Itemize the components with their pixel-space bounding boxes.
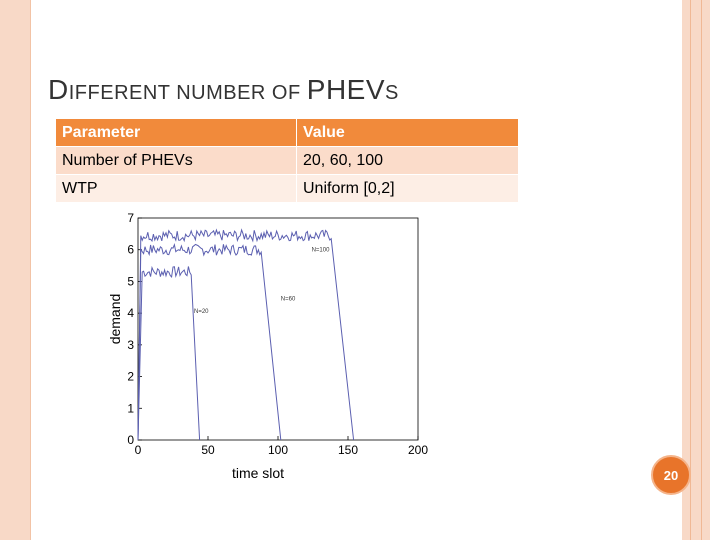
title-initial: D <box>48 74 69 105</box>
series-annotation: N=100 <box>312 247 331 253</box>
x-tick-label: 200 <box>408 443 428 457</box>
y-tick-label: 1 <box>127 401 134 415</box>
slide-number: 20 <box>663 467 679 483</box>
right-decorative-band <box>682 0 710 540</box>
title-phev: PHEV <box>306 74 386 105</box>
plot-area <box>137 217 419 441</box>
header-cell: Value <box>296 118 519 147</box>
table-cell: Number of PHEVs <box>55 146 297 175</box>
y-axis-label: demand <box>107 294 123 345</box>
y-tick-label: 2 <box>127 370 134 384</box>
y-tick-label: 7 <box>127 212 134 225</box>
left-decorative-line <box>30 0 31 540</box>
y-tick-label: 4 <box>127 306 134 320</box>
x-tick-label: 50 <box>201 443 215 457</box>
parameter-table: Parameter Value Number of PHEVs 20, 60, … <box>55 118 519 203</box>
series-annotation: N=60 <box>281 296 296 302</box>
slide-number-badge: 20 <box>651 455 691 495</box>
table-row: WTP Uniform [0,2] <box>55 174 519 203</box>
x-axis-label: time slot <box>232 465 284 481</box>
series-line <box>137 228 355 441</box>
table-header-row: Parameter Value <box>55 118 519 147</box>
series-annotation: N=20 <box>194 309 209 315</box>
x-tick-label: 150 <box>338 443 358 457</box>
title-middle: IFFERENT NUMBER OF <box>68 82 307 104</box>
x-tick-label: 0 <box>135 443 142 457</box>
x-tick-label: 100 <box>268 443 288 457</box>
y-tick-label: 5 <box>127 274 134 288</box>
y-tick-label: 3 <box>127 338 134 352</box>
demand-chart: 0 50 100 150 200 0 1 2 3 4 5 6 7 time slot demand N=20 N… <box>104 211 434 482</box>
table-row: Number of PHEVs 20, 60, 100 <box>55 146 519 175</box>
slide-title: DIFFERENT NUMBER OF PHEVS <box>48 74 399 106</box>
series-line <box>137 242 282 441</box>
y-tick-label: 6 <box>127 243 134 257</box>
right-decorative-line <box>701 0 702 540</box>
left-decorative-band <box>0 0 30 540</box>
y-tick-label: 0 <box>127 433 134 447</box>
table-cell: 20, 60, 100 <box>296 146 519 175</box>
series-line <box>137 265 201 441</box>
header-cell: Parameter <box>55 118 297 147</box>
right-decorative-line <box>690 0 691 540</box>
table-cell: WTP <box>55 174 297 203</box>
table-cell: Uniform [0,2] <box>296 174 519 203</box>
demand-chart-svg: 0 50 100 150 200 0 1 2 3 4 5 6 7 time slot demand N=20 N… <box>107 211 428 481</box>
title-end: S <box>385 82 399 104</box>
